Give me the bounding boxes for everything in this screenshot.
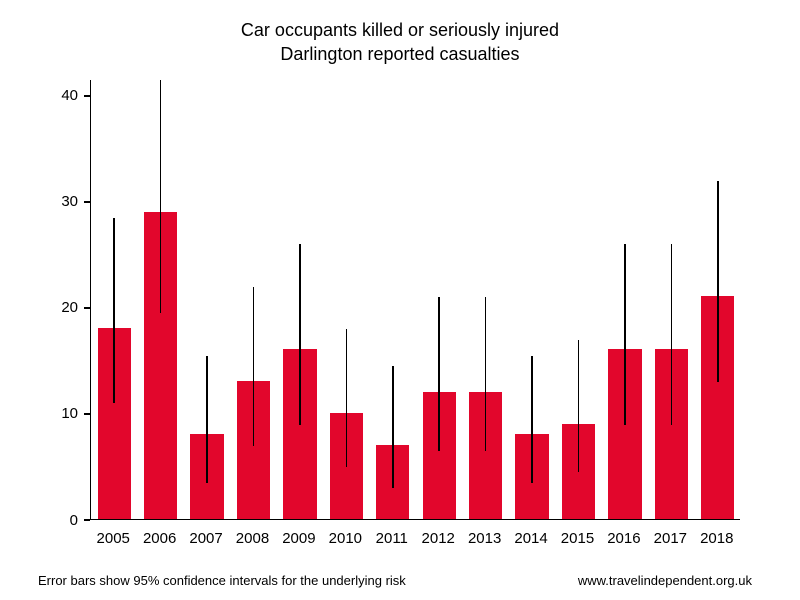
footnote-left: Error bars show 95% confidence intervals… [38, 573, 406, 588]
y-tick-mark [84, 95, 90, 97]
x-tick-label: 2015 [554, 530, 600, 547]
x-tick-label: 2008 [229, 530, 275, 547]
error-bar [624, 244, 626, 424]
error-bar [160, 80, 162, 313]
chart-title-line2: Darlington reported casualties [0, 44, 800, 65]
x-tick-label: 2010 [322, 530, 368, 547]
error-bar [206, 356, 208, 483]
error-bar [578, 340, 580, 473]
error-bar [717, 181, 719, 382]
x-tick-label: 2014 [508, 530, 554, 547]
y-tick-label: 40 [61, 87, 78, 104]
chart-title-line1: Car occupants killed or seriously injure… [0, 20, 800, 41]
y-tick-label: 0 [70, 512, 78, 529]
y-tick-label: 30 [61, 193, 78, 210]
y-tick-label: 20 [61, 299, 78, 316]
x-tick-label: 2012 [415, 530, 461, 547]
error-bar [531, 356, 533, 483]
x-tick-label: 2005 [90, 530, 136, 547]
chart-container: Car occupants killed or seriously injure… [0, 0, 800, 600]
error-bar [113, 218, 115, 404]
x-tick-label: 2013 [461, 530, 507, 547]
x-tick-label: 2009 [276, 530, 322, 547]
x-tick-label: 2016 [601, 530, 647, 547]
x-tick-label: 2011 [369, 530, 415, 547]
y-tick-mark [84, 307, 90, 309]
footnote-right: www.travelindependent.org.uk [578, 573, 752, 588]
y-tick-mark [84, 519, 90, 521]
error-bar [253, 287, 255, 446]
y-tick-mark [84, 201, 90, 203]
error-bar [485, 297, 487, 451]
x-tick-label: 2017 [647, 530, 693, 547]
error-bar [392, 366, 394, 488]
x-tick-label: 2018 [694, 530, 740, 547]
x-tick-label: 2007 [183, 530, 229, 547]
x-tick-label: 2006 [136, 530, 182, 547]
y-tick-mark [84, 413, 90, 415]
error-bar [299, 244, 301, 424]
error-bar [671, 244, 673, 424]
error-bar [438, 297, 440, 451]
y-tick-label: 10 [61, 405, 78, 422]
error-bar [346, 329, 348, 467]
plot-area [90, 80, 740, 520]
